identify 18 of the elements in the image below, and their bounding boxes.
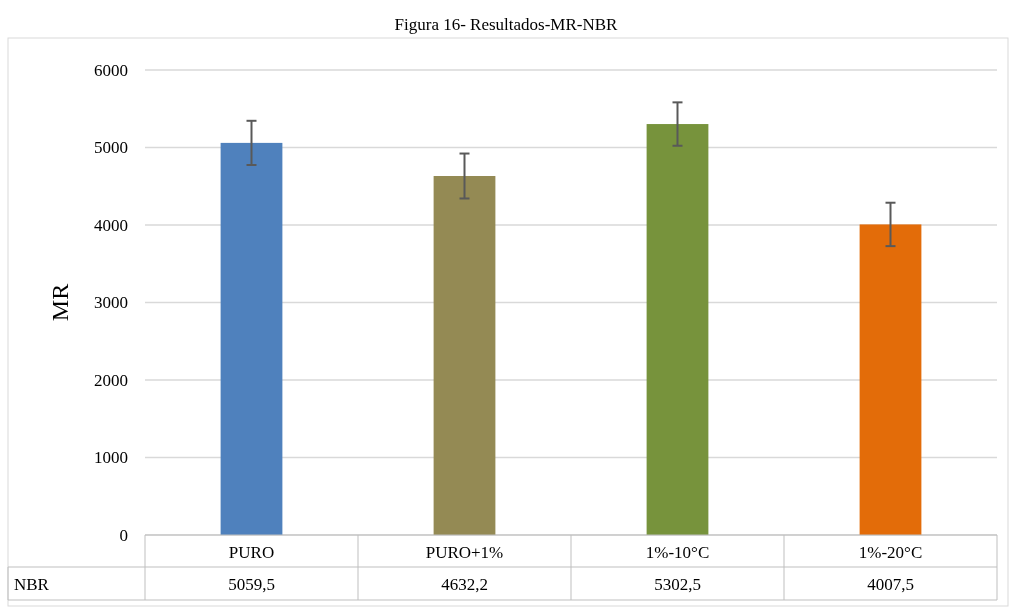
x-tick-label: PURO+1%	[425, 543, 504, 562]
y-tick-label: 4000	[94, 215, 128, 235]
chart-title: Figura 16- Resultados-MR-NBR	[394, 15, 619, 34]
x-tick-label: 1%-20°C	[858, 543, 923, 562]
data-label: 5302,5	[654, 575, 701, 594]
y-tick-label: 0	[119, 525, 128, 545]
data-label: 5059,5	[228, 575, 275, 594]
y-tick-label: 6000	[94, 60, 128, 80]
y-tick-label: 1000	[94, 448, 128, 468]
y-tick-label: 3000	[94, 293, 128, 313]
y-axis-title: MR	[47, 283, 73, 322]
text: NBR	[14, 575, 50, 594]
data-label: 4632,2	[441, 575, 488, 594]
y-tick-label: 2000	[94, 370, 128, 390]
data-label: 4007,5	[867, 575, 914, 594]
x-tick-label: PURO	[228, 543, 275, 562]
y-tick-label: 5000	[94, 138, 128, 158]
x-tick-label: 1%-10°C	[645, 543, 710, 562]
